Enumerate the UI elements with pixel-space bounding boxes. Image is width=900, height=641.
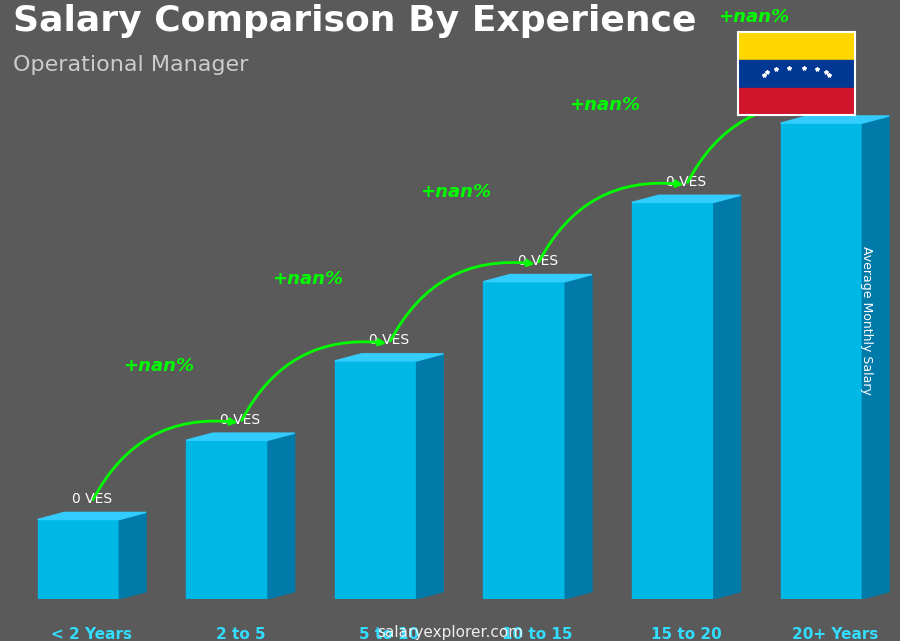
Polygon shape — [186, 433, 294, 440]
Text: 0 VES: 0 VES — [666, 175, 706, 189]
Text: 0 VES: 0 VES — [220, 413, 260, 427]
Polygon shape — [565, 274, 592, 599]
Text: 2 to 5: 2 to 5 — [216, 626, 266, 641]
Text: 5 to 10: 5 to 10 — [359, 626, 419, 641]
Bar — [738, 88, 855, 115]
Text: +nan%: +nan% — [569, 96, 640, 113]
Text: Salary Comparison By Experience: Salary Comparison By Experience — [14, 4, 697, 38]
Text: < 2 Years: < 2 Years — [51, 626, 132, 641]
Polygon shape — [417, 354, 444, 599]
Polygon shape — [120, 512, 146, 599]
Polygon shape — [714, 196, 741, 599]
Text: +nan%: +nan% — [420, 183, 491, 201]
Bar — [186, 440, 268, 599]
Bar — [738, 60, 855, 88]
Text: Operational Manager: Operational Manager — [14, 54, 248, 75]
Bar — [738, 32, 855, 60]
Bar — [483, 281, 565, 599]
Polygon shape — [483, 274, 592, 281]
Bar — [632, 203, 714, 599]
Polygon shape — [780, 116, 889, 123]
Bar — [335, 361, 417, 599]
Polygon shape — [38, 512, 146, 519]
Polygon shape — [862, 116, 889, 599]
Text: +nan%: +nan% — [272, 270, 343, 288]
Polygon shape — [268, 433, 294, 599]
Bar — [38, 519, 120, 599]
Text: Average Monthly Salary: Average Monthly Salary — [860, 246, 873, 395]
Bar — [780, 123, 862, 599]
Polygon shape — [335, 354, 444, 361]
Text: 10 to 15: 10 to 15 — [502, 626, 573, 641]
Text: +nan%: +nan% — [717, 8, 788, 26]
Text: 0 VES: 0 VES — [72, 492, 112, 506]
Text: 0 VES: 0 VES — [369, 333, 410, 347]
Text: 0 VES: 0 VES — [518, 254, 558, 268]
Text: 0 VES: 0 VES — [814, 96, 855, 110]
Text: salaryexplorer.com: salaryexplorer.com — [377, 626, 523, 640]
Text: 15 to 20: 15 to 20 — [651, 626, 722, 641]
Text: +nan%: +nan% — [123, 357, 194, 375]
Polygon shape — [632, 196, 741, 203]
Text: 20+ Years: 20+ Years — [792, 626, 878, 641]
